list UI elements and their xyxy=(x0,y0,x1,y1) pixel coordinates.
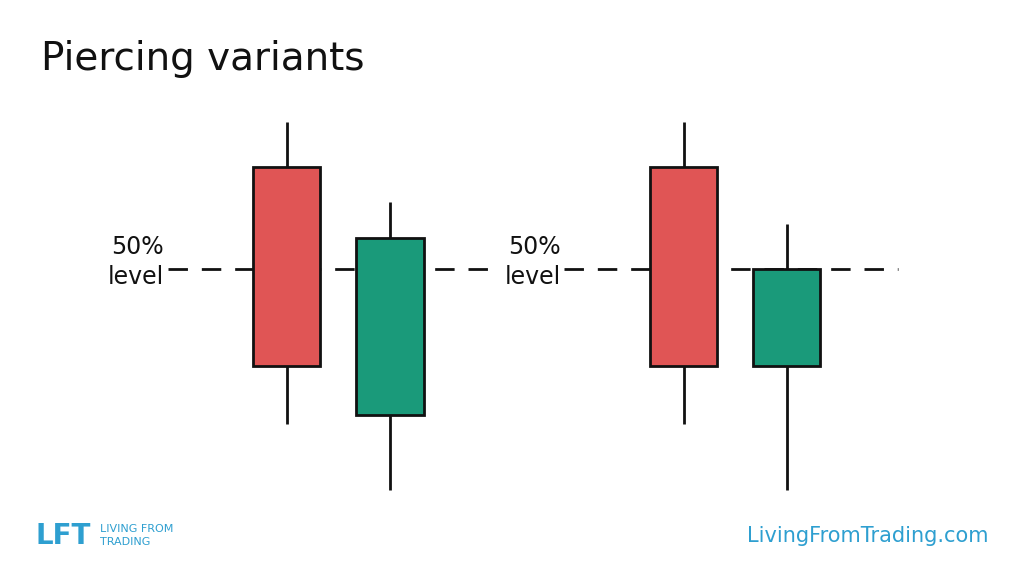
Bar xyxy=(753,268,820,366)
Bar xyxy=(253,166,321,366)
Text: 50%
level: 50% level xyxy=(504,235,560,289)
Bar xyxy=(356,238,424,415)
Text: LivingFromTrading.com: LivingFromTrading.com xyxy=(746,526,988,545)
Text: Piercing variants: Piercing variants xyxy=(41,40,365,78)
Text: LIVING FROM
TRADING: LIVING FROM TRADING xyxy=(100,524,174,547)
Text: 50%
level: 50% level xyxy=(108,235,164,289)
Text: LFT: LFT xyxy=(36,522,91,550)
Bar xyxy=(650,166,717,366)
